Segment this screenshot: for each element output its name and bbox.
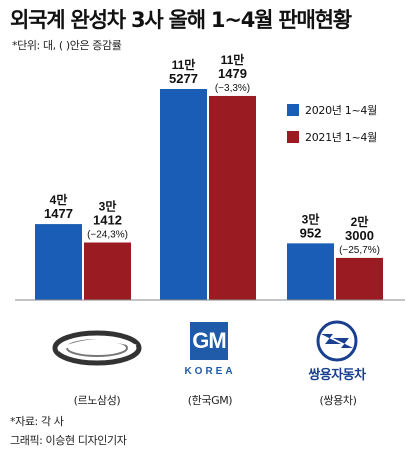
bar-쌍용차-0 bbox=[287, 243, 334, 300]
data-label-value-0-1: 5277 bbox=[169, 71, 198, 86]
ssangyong-wing-logo-icon bbox=[316, 320, 358, 362]
bar-르노삼성-0 bbox=[35, 224, 82, 300]
data-label-unit-1-2: 2만 bbox=[351, 214, 369, 229]
unit-note: *단위: 대, ( )안은 증감률 bbox=[12, 39, 122, 52]
data-label-unit-1-0: 3만 bbox=[99, 199, 117, 214]
data-label-change-1: (−3,3%) bbox=[215, 83, 250, 94]
gm-logo-icon: GM bbox=[190, 322, 228, 360]
data-label-unit-0-1: 11만 bbox=[172, 57, 196, 72]
bar-쌍용차-1 bbox=[336, 257, 383, 300]
category-label-gm: (한국GM) bbox=[187, 394, 233, 407]
legend: 2020년 1~4월 2021년 1~4월 bbox=[287, 104, 377, 158]
category-label-ssangyong: (쌍용차) bbox=[319, 394, 357, 407]
data-label-unit-0-0: 4만 bbox=[50, 192, 68, 207]
bar-한국GM-0 bbox=[160, 89, 207, 300]
data-label-change-0: (−24,3%) bbox=[87, 230, 128, 241]
gm-korea-wordmark: KOREA bbox=[184, 366, 236, 377]
data-label-unit-1-1: 11만 bbox=[221, 52, 245, 67]
renault-samsung-logo-icon bbox=[52, 330, 142, 366]
data-label-change-2: (−25,7%) bbox=[339, 245, 380, 256]
data-label-value-1-1: 1479 bbox=[218, 66, 247, 81]
legend-item-2020: 2020년 1~4월 bbox=[287, 104, 377, 117]
legend-label-2020: 2020년 1~4월 bbox=[305, 104, 377, 117]
data-label-value-1-2: 3000 bbox=[345, 228, 374, 243]
legend-label-2021: 2021년 1~4월 bbox=[305, 131, 377, 144]
data-label-value-0-2: 952 bbox=[300, 225, 322, 240]
legend-item-2021: 2021년 1~4월 bbox=[287, 131, 377, 144]
data-label-value-1-0: 1412 bbox=[93, 213, 122, 228]
category-label-renault: (르노삼성) bbox=[73, 394, 121, 407]
chart-title: 외국계 완성차 3사 올해 1~4월 판매현황 bbox=[10, 8, 352, 32]
data-label-value-0-0: 1477 bbox=[44, 206, 73, 221]
graphic-credit: 그래픽: 이승현 디자인기자 bbox=[10, 434, 127, 447]
data-label-unit-0-2: 3만 bbox=[302, 211, 320, 226]
legend-swatch-2021 bbox=[287, 131, 299, 143]
ssangyong-wordmark: 쌍용자동차 bbox=[308, 368, 366, 383]
bar-르노삼성-1 bbox=[84, 242, 131, 300]
source-note: *자료: 각 사 bbox=[10, 415, 64, 428]
legend-swatch-2020 bbox=[287, 104, 299, 116]
bar-한국GM-1 bbox=[209, 95, 256, 301]
